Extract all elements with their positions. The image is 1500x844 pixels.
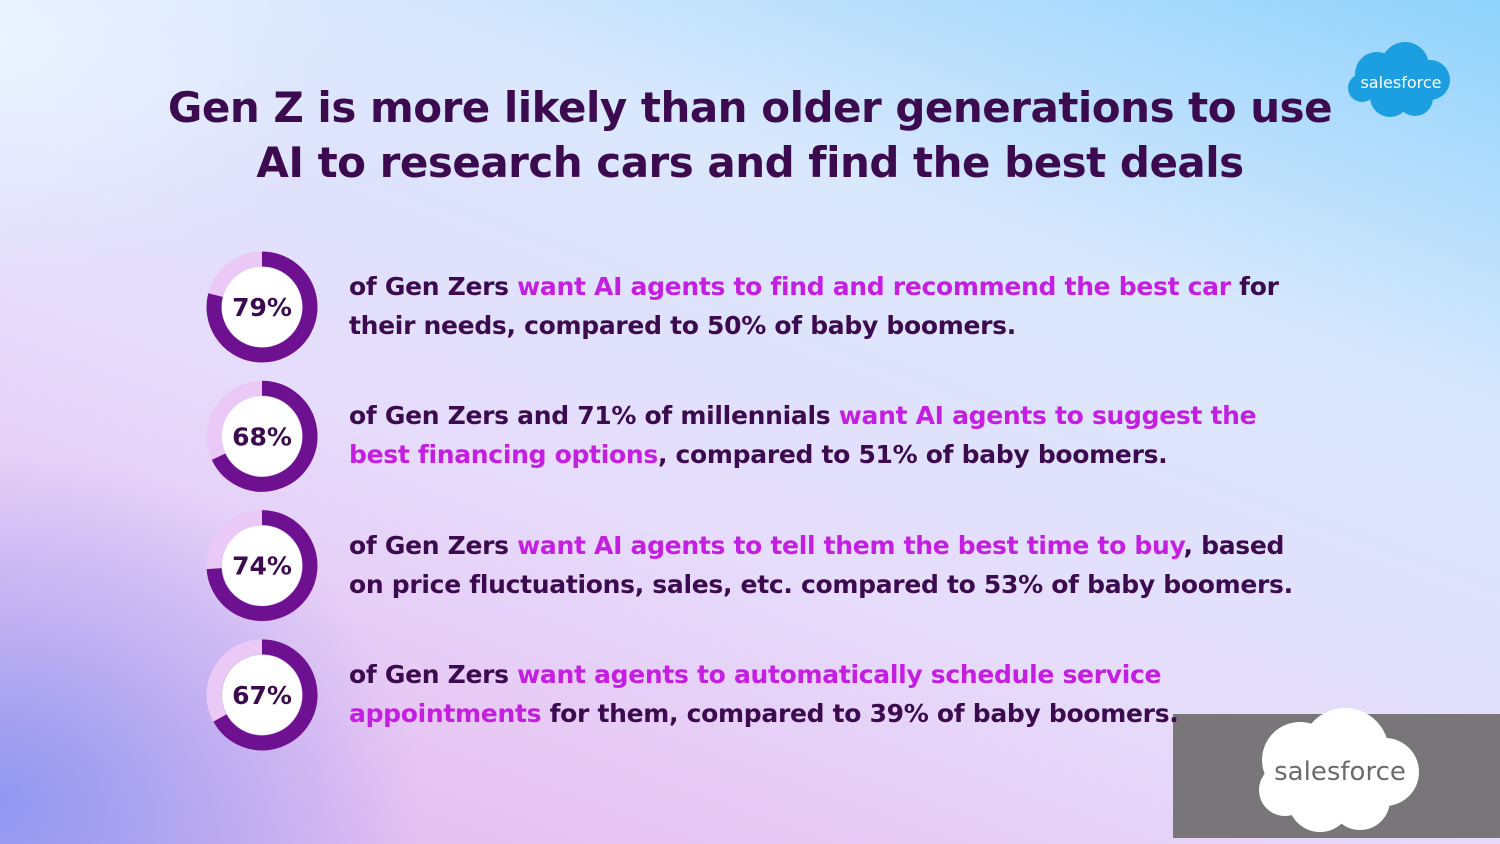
percent-label: 74% (232, 552, 292, 581)
highlight-text: want agents to automatically schedule se… (349, 659, 1162, 728)
percent-label: 67% (232, 681, 292, 710)
logo-top-text: salesforce (1360, 73, 1441, 92)
ring-center (222, 396, 302, 477)
logo-top-cloud (1348, 42, 1450, 117)
ring-value (206, 510, 318, 622)
stat-text: of Gen Zers want AI agents to tell them … (349, 526, 1309, 604)
ring-center (222, 525, 302, 606)
body-text: for them, compared to 39% of baby boomer… (541, 698, 1179, 728)
highlight-text: want AI agents to find and recommend the… (517, 272, 1231, 301)
stat-text: of Gen Zers and 71% of millennials want … (349, 396, 1309, 474)
highlight-text: want AI agents to suggest the best finan… (349, 401, 1257, 470)
percent-label: 79% (232, 293, 292, 322)
ring-value (211, 380, 318, 492)
body-text: of Gen Zers and 71% of millennials (349, 401, 839, 431)
title-line: AI to research cars and find the best de… (256, 138, 1244, 187)
body-text: of Gen Zers (349, 659, 518, 689)
ring-center (222, 654, 302, 735)
body-text: , based on price fluctuations, sales, et… (349, 530, 1293, 599)
logo-bottom-text: salesforce (1274, 757, 1406, 787)
title-line: Gen Z is more likely than older generati… (167, 83, 1333, 132)
body-text: of Gen Zers (349, 272, 518, 301)
body-text: , compared to 51% of baby boomers. (657, 440, 1168, 470)
body-text: of Gen Zers (349, 530, 518, 560)
ring-center (222, 267, 302, 347)
logo-bottom-cloud (1259, 708, 1419, 832)
stat-text: of Gen Zers want agents to automatically… (349, 655, 1309, 733)
title: Gen Z is more likely than older generati… (150, 80, 1350, 190)
highlight-text: want AI agents to tell them the best tim… (517, 530, 1184, 560)
ring-value (213, 639, 318, 751)
stat-text: of Gen Zers want AI agents to find and r… (349, 267, 1309, 345)
ring-value (206, 251, 318, 363)
body-text: for their needs, compared to 50% of baby… (349, 272, 1279, 340)
percent-label: 68% (232, 422, 292, 451)
